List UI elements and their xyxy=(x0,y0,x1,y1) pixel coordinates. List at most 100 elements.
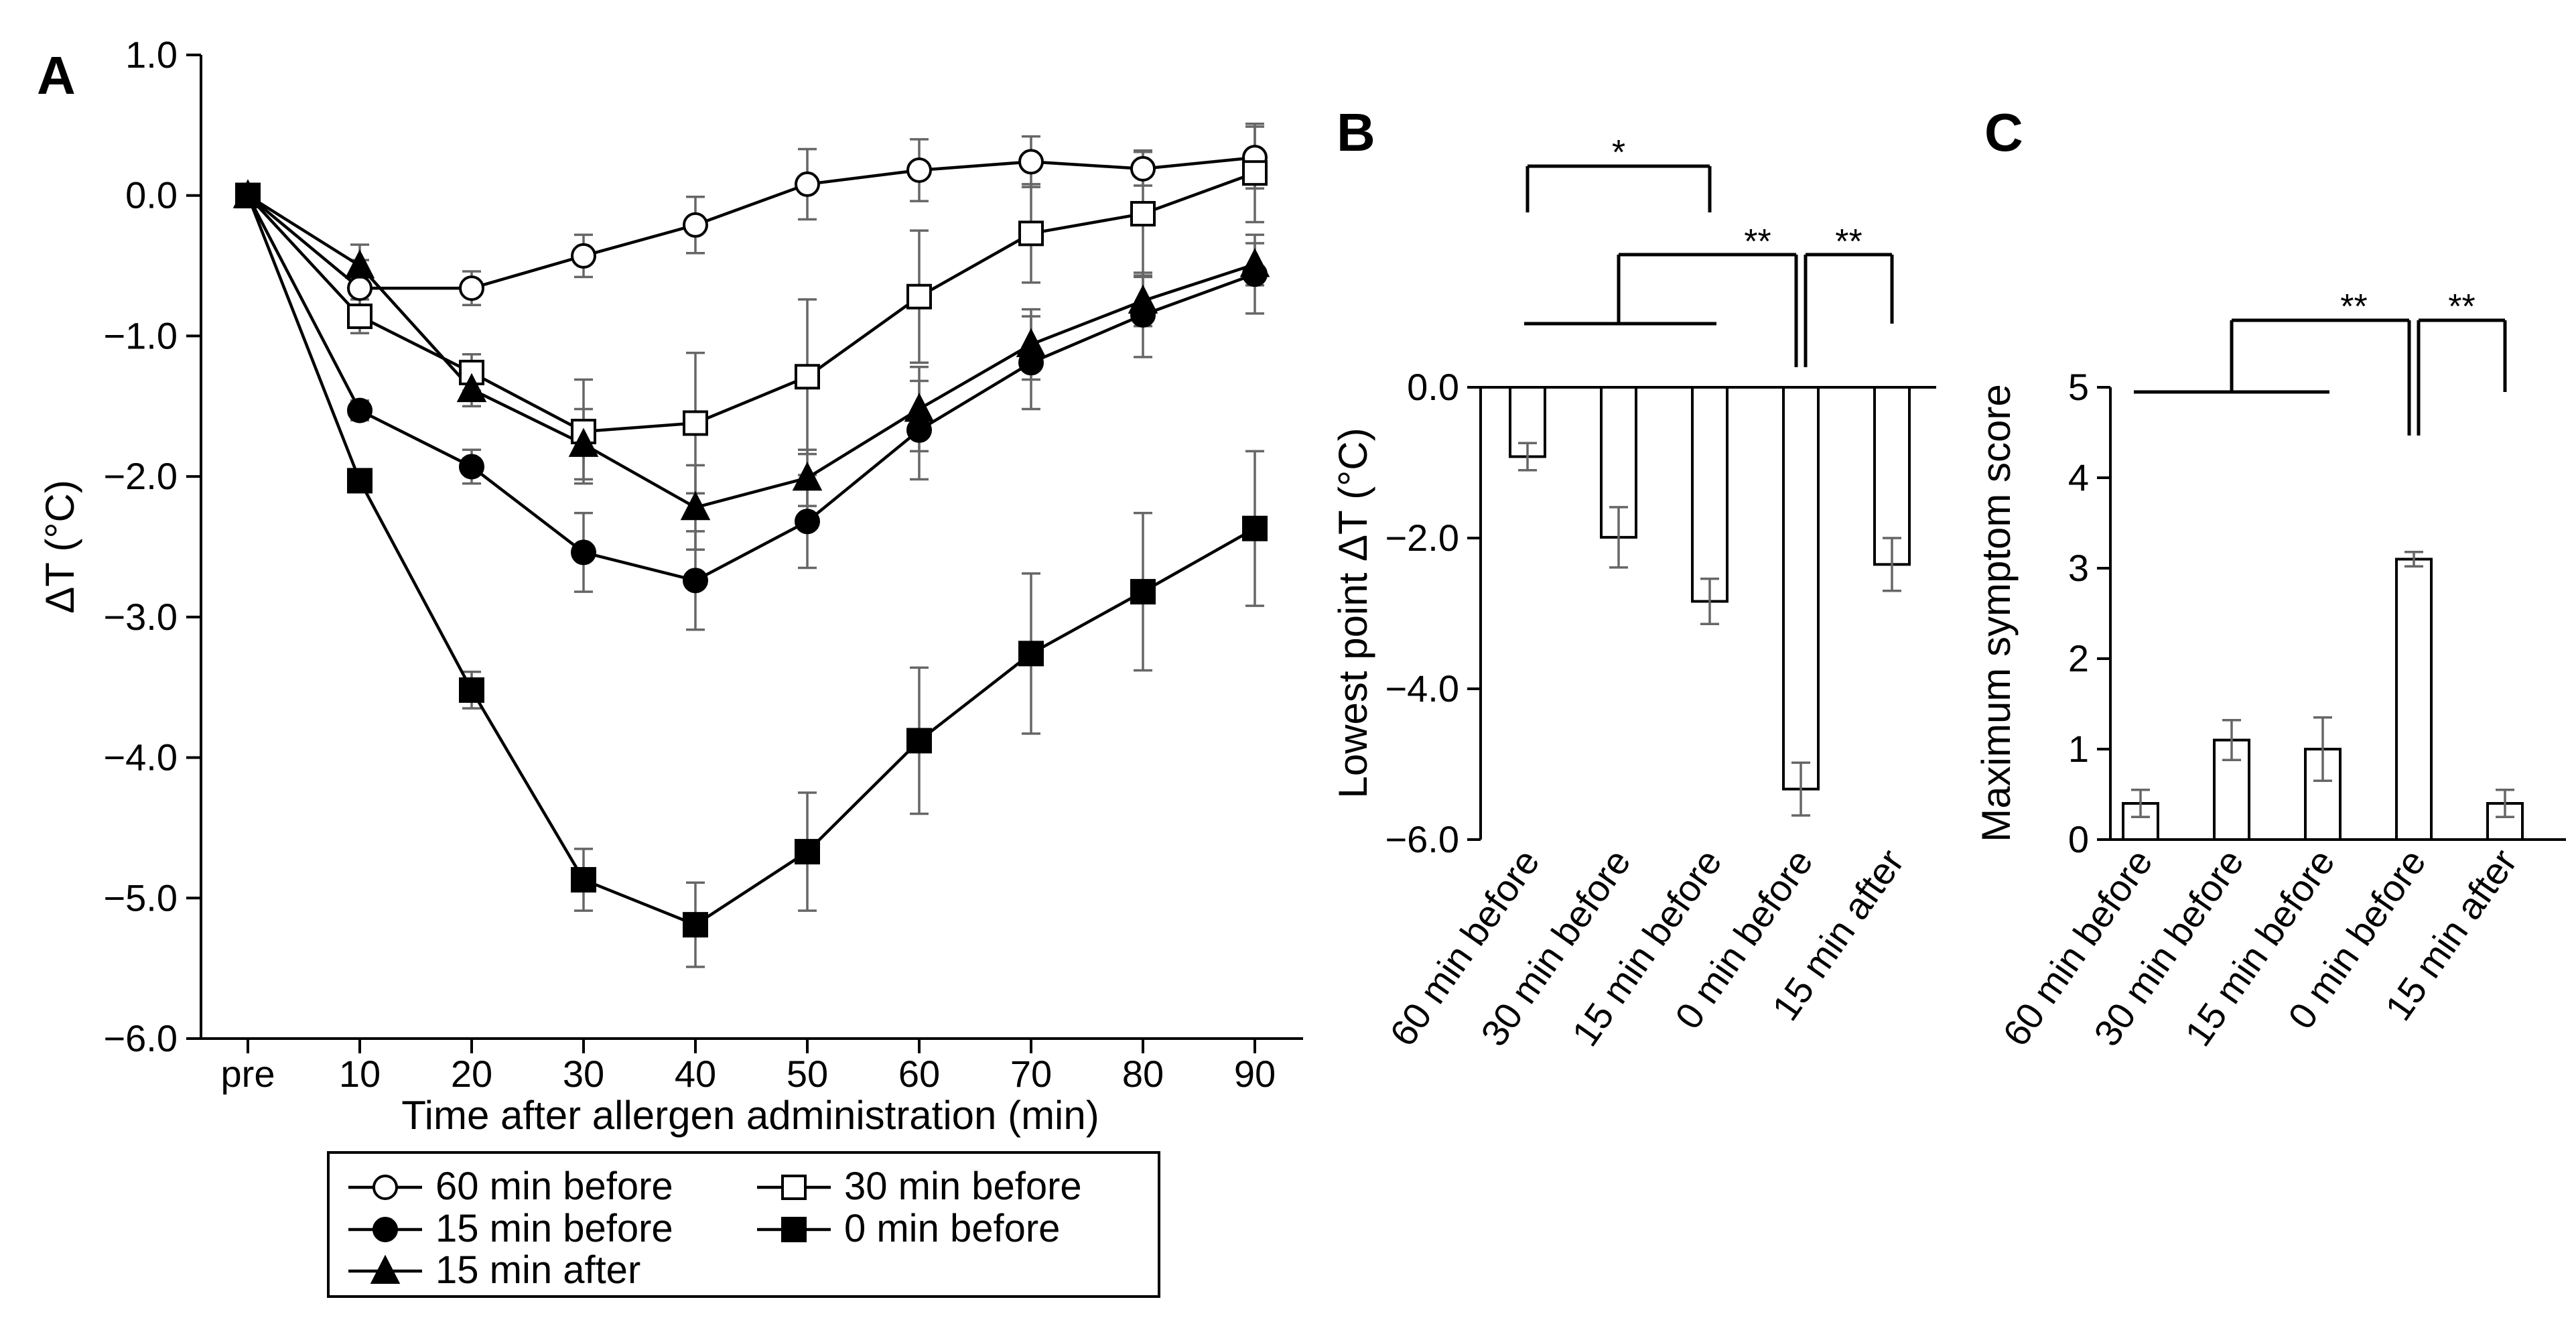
panel-a-point-15-min-before xyxy=(571,539,596,566)
panel-a-point-0-min-before xyxy=(235,182,261,208)
panel-a-x-tick-label: 90 xyxy=(1234,1053,1276,1095)
panel-a-y-tick-label: −5.0 xyxy=(103,876,178,919)
panel-a-point-0-min-before xyxy=(1130,579,1156,605)
panel-c-y-tick-label: 5 xyxy=(2068,366,2089,408)
panel-a-point-30-min-before xyxy=(906,283,932,310)
panel-c-y-tick-label: 3 xyxy=(2068,547,2089,589)
legend-entry-60-min-before: 60 min before xyxy=(348,1165,673,1208)
panel-a-point-15-min-after xyxy=(904,393,935,422)
legend-marker xyxy=(370,1254,401,1284)
panel-a-point-15-min-before xyxy=(683,568,708,594)
panel-a-point-30-min-before xyxy=(347,304,372,330)
panel-b-significance: *** ** xyxy=(1524,133,1894,367)
panel-b-error-bar-15-min-before xyxy=(1700,578,1719,625)
panel-a-point-15-min-after xyxy=(456,373,487,403)
panel-a-point-15-min-before xyxy=(347,397,372,423)
panel-a-x-tick-label: 60 xyxy=(898,1053,940,1095)
legend-label: 0 min before xyxy=(844,1207,1060,1250)
legend-entry-0-min-before: 0 min before xyxy=(757,1207,1060,1250)
panel-c-error-bar-60-min-before xyxy=(2131,789,2150,818)
panel-a-x-tick-label: 40 xyxy=(675,1053,716,1095)
panel-a-y-tick-label: −2.0 xyxy=(103,455,178,497)
panel-a-letter: A xyxy=(37,46,76,105)
panel-a-line-15-min-before xyxy=(247,194,1256,582)
panel-a-point-15-min-after xyxy=(792,461,823,491)
panel-a-line-60-min-before xyxy=(247,155,1256,290)
legend-entry-15-min-before: 15 min before xyxy=(348,1207,673,1250)
panel-a-point-15-min-after xyxy=(1016,328,1046,358)
panel-a-y-tick-label: −1.0 xyxy=(103,314,178,356)
panel-a-x-tick-label: 50 xyxy=(787,1053,828,1095)
panel-b-y-tick-label: −2.0 xyxy=(1385,517,1459,559)
panel-a-x-axis-title: Time after allergen administration (min) xyxy=(401,1093,1099,1138)
panel-c-error-bar-30-min-before xyxy=(2222,719,2241,761)
panel-a-x-tick-label: pre xyxy=(221,1053,275,1095)
panel-a-point-60-min-before xyxy=(459,275,484,302)
sig-b3-label: ** xyxy=(1835,222,1862,261)
panel-c-letter: C xyxy=(1984,103,2023,162)
panel-a-point-0-min-before xyxy=(571,867,596,893)
panel-b-error-bar-30-min-before xyxy=(1609,506,1628,569)
legend-entries: 60 min before 30 min before 15 min before1… xyxy=(348,1165,1082,1292)
panel-a-point-60-min-before xyxy=(795,171,820,197)
panel-b-bar-0-min-before xyxy=(1782,386,1820,791)
panel-a-y-tick-label: 0.0 xyxy=(125,174,178,216)
panel-b-y-axis-title: Lowest point ΔT (°C) xyxy=(1331,427,1375,798)
legend-marker xyxy=(781,1175,807,1200)
panel-a-point-30-min-before xyxy=(1130,200,1156,226)
panel-c-bars xyxy=(2122,550,2524,841)
panel-a-point-15-min-after xyxy=(680,490,711,521)
panel-a: A 1.0 0.0 −1.0 −2.0 −3.0 −4.0 −5.0 −6.0 pre 10 20… xyxy=(37,34,1303,1298)
panel-c-error-bar-15-min-after xyxy=(2496,789,2514,818)
panel-a-point-0-min-before xyxy=(1018,641,1044,667)
panel-a-y-axis-title: ΔT (°C) xyxy=(38,480,82,614)
panel-a-x-tick-label: 20 xyxy=(451,1053,492,1095)
panel-a-markers xyxy=(232,145,1270,938)
panel-a-point-60-min-before xyxy=(1130,155,1156,182)
panel-a-point-60-min-before xyxy=(571,243,596,269)
panel-a-point-60-min-before xyxy=(347,275,372,302)
panel-a-x-tick-label: 10 xyxy=(339,1053,381,1095)
panel-b-y-tick-label: −4.0 xyxy=(1385,667,1459,710)
panel-c-significance: ** ** xyxy=(2134,287,2507,436)
panel-b-y-tick-label: −6.0 xyxy=(1385,818,1459,860)
panel-a-point-15-min-before xyxy=(795,509,820,535)
panel-b-y-ticks: 0.0 −2.0 −4.0 −6.0 xyxy=(1385,366,1481,860)
panel-a-line-30-min-before xyxy=(247,172,1256,434)
sig-b1-label: * xyxy=(1612,133,1625,172)
panel-a-point-0-min-before xyxy=(459,677,484,703)
panel-c-y-ticks: 0 1 2 3 4 5 xyxy=(2068,366,2110,860)
panel-a-y-tick-label: −4.0 xyxy=(103,736,178,779)
legend-marker xyxy=(781,1217,807,1242)
panel-a-point-30-min-before xyxy=(683,410,708,436)
legend-marker xyxy=(372,1175,398,1200)
panel-a-point-60-min-before xyxy=(906,157,932,183)
sig-c2-label: ** xyxy=(2448,287,2475,326)
panel-a-x-tick-label: 70 xyxy=(1010,1053,1052,1095)
legend-box xyxy=(327,1151,1160,1298)
panel-c-y-tick-label: 4 xyxy=(2068,456,2089,499)
panel-a-y-tick-label: −3.0 xyxy=(103,596,178,638)
panel-a-point-30-min-before xyxy=(1242,160,1268,186)
panel-c-y-axis-title: Maximum symptom score xyxy=(1974,384,2019,842)
panel-b-error-bar-15-min-after xyxy=(1883,537,1901,592)
legend-label: 30 min before xyxy=(844,1165,1082,1208)
panel-a-point-0-min-before xyxy=(795,839,820,865)
panel-a-series-lines xyxy=(246,155,1256,927)
panel-a-point-15-min-after xyxy=(344,249,375,279)
panel-a-point-0-min-before xyxy=(683,912,708,938)
panel-a-point-30-min-before xyxy=(1018,220,1044,247)
panel-a-y-tick-label: −6.0 xyxy=(103,1017,178,1059)
panel-c-error-bar-0-min-before xyxy=(2404,550,2423,568)
legend-label: 60 min before xyxy=(435,1165,673,1208)
panel-a-x-tick-label: 80 xyxy=(1122,1053,1164,1095)
panel-a-line-15-min-after xyxy=(247,194,1256,509)
panel-a-point-0-min-before xyxy=(347,468,372,494)
panel-a-point-15-min-after xyxy=(1239,248,1270,277)
panel-a-point-60-min-before xyxy=(1018,149,1044,175)
panel-b-y-tick-label: 0.0 xyxy=(1407,366,1459,408)
